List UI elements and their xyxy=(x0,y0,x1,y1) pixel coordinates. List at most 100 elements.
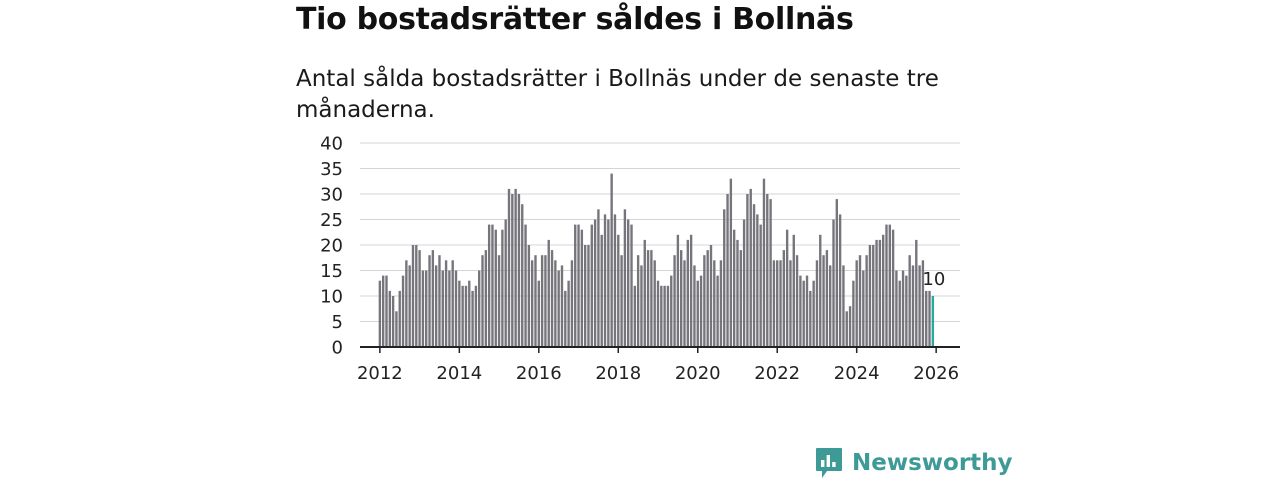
bar xyxy=(683,260,686,347)
bar xyxy=(875,239,878,347)
bar xyxy=(534,255,537,347)
bar xyxy=(789,260,792,347)
bar xyxy=(832,219,835,347)
bar xyxy=(829,265,832,347)
bar xyxy=(507,188,511,347)
bar xyxy=(885,224,888,347)
bar xyxy=(928,290,931,347)
bar xyxy=(842,265,845,347)
bar xyxy=(925,290,928,347)
bar xyxy=(378,280,382,347)
bar xyxy=(716,275,719,347)
bar xyxy=(825,250,829,347)
bar xyxy=(451,260,454,347)
bar xyxy=(557,270,560,347)
bar xyxy=(517,194,521,347)
bar xyxy=(646,250,650,347)
bar xyxy=(514,188,517,347)
bar xyxy=(805,275,809,347)
bar xyxy=(782,250,786,347)
bar xyxy=(425,270,428,347)
bar xyxy=(461,285,464,347)
bar xyxy=(756,214,759,347)
bar xyxy=(699,275,703,347)
bar xyxy=(593,219,597,347)
bar xyxy=(719,260,723,347)
bar xyxy=(478,270,481,347)
bar xyxy=(921,260,925,347)
bar xyxy=(434,265,438,347)
bar xyxy=(766,194,769,347)
y-tick-label: 35 xyxy=(320,159,343,180)
bar xyxy=(431,250,435,347)
bar xyxy=(497,255,501,347)
bar xyxy=(408,265,411,347)
latest-value-label: 10 xyxy=(922,269,945,290)
bar xyxy=(689,234,693,347)
bar xyxy=(617,234,620,347)
bar xyxy=(739,250,742,347)
bar xyxy=(709,245,713,347)
bar xyxy=(415,245,418,347)
bar xyxy=(908,255,911,347)
bar xyxy=(759,224,762,347)
bar xyxy=(878,239,882,347)
bar xyxy=(673,255,676,347)
bar xyxy=(484,250,488,347)
bar xyxy=(911,265,915,347)
bar xyxy=(574,224,577,347)
bar xyxy=(838,214,842,347)
bar xyxy=(686,239,689,347)
bar xyxy=(845,311,848,347)
bar xyxy=(381,275,385,347)
bar xyxy=(633,285,637,347)
bar xyxy=(613,214,617,347)
bar xyxy=(898,280,901,347)
bar-chart: 0 5 10 15 20 25 30 35 40 2012 2014 2016 2018 2020 2022… xyxy=(320,134,960,384)
bar xyxy=(762,178,766,347)
bar xyxy=(905,275,908,347)
bar xyxy=(587,245,590,347)
bar xyxy=(653,260,656,347)
bar xyxy=(729,178,733,347)
y-tick-label: 30 xyxy=(320,185,343,206)
bar xyxy=(491,224,494,347)
y-tick-label: 25 xyxy=(320,210,343,231)
bar xyxy=(915,239,918,347)
bar xyxy=(474,285,478,347)
bar xyxy=(742,219,746,347)
bar xyxy=(636,255,640,347)
bar xyxy=(848,306,852,347)
x-tick-label: 2016 xyxy=(516,363,562,384)
bar xyxy=(769,199,772,347)
bar-latest xyxy=(931,296,935,347)
bar xyxy=(540,255,544,347)
bar xyxy=(567,280,570,347)
bar xyxy=(411,245,415,347)
bar xyxy=(795,255,799,347)
bar xyxy=(643,239,646,347)
bar xyxy=(792,234,795,347)
bar xyxy=(418,250,421,347)
bar xyxy=(630,224,633,347)
y-tick-label: 15 xyxy=(320,261,343,282)
bar xyxy=(487,224,491,347)
bar xyxy=(401,275,405,347)
bar xyxy=(656,280,660,347)
bar xyxy=(530,260,534,347)
bar xyxy=(640,265,643,347)
bar xyxy=(504,219,507,347)
bar xyxy=(706,250,709,347)
bar xyxy=(441,270,444,347)
bar xyxy=(802,280,805,347)
bar xyxy=(524,224,527,347)
bar xyxy=(544,255,547,347)
chart-title: Tio bostadsrätter såldes i Bollnäs xyxy=(296,2,854,37)
bar xyxy=(812,280,815,347)
bar xyxy=(405,260,408,347)
bar xyxy=(438,255,441,347)
x-tick-label: 2012 xyxy=(357,363,403,384)
bar xyxy=(855,260,858,347)
bar xyxy=(888,224,891,347)
bar xyxy=(458,280,461,347)
